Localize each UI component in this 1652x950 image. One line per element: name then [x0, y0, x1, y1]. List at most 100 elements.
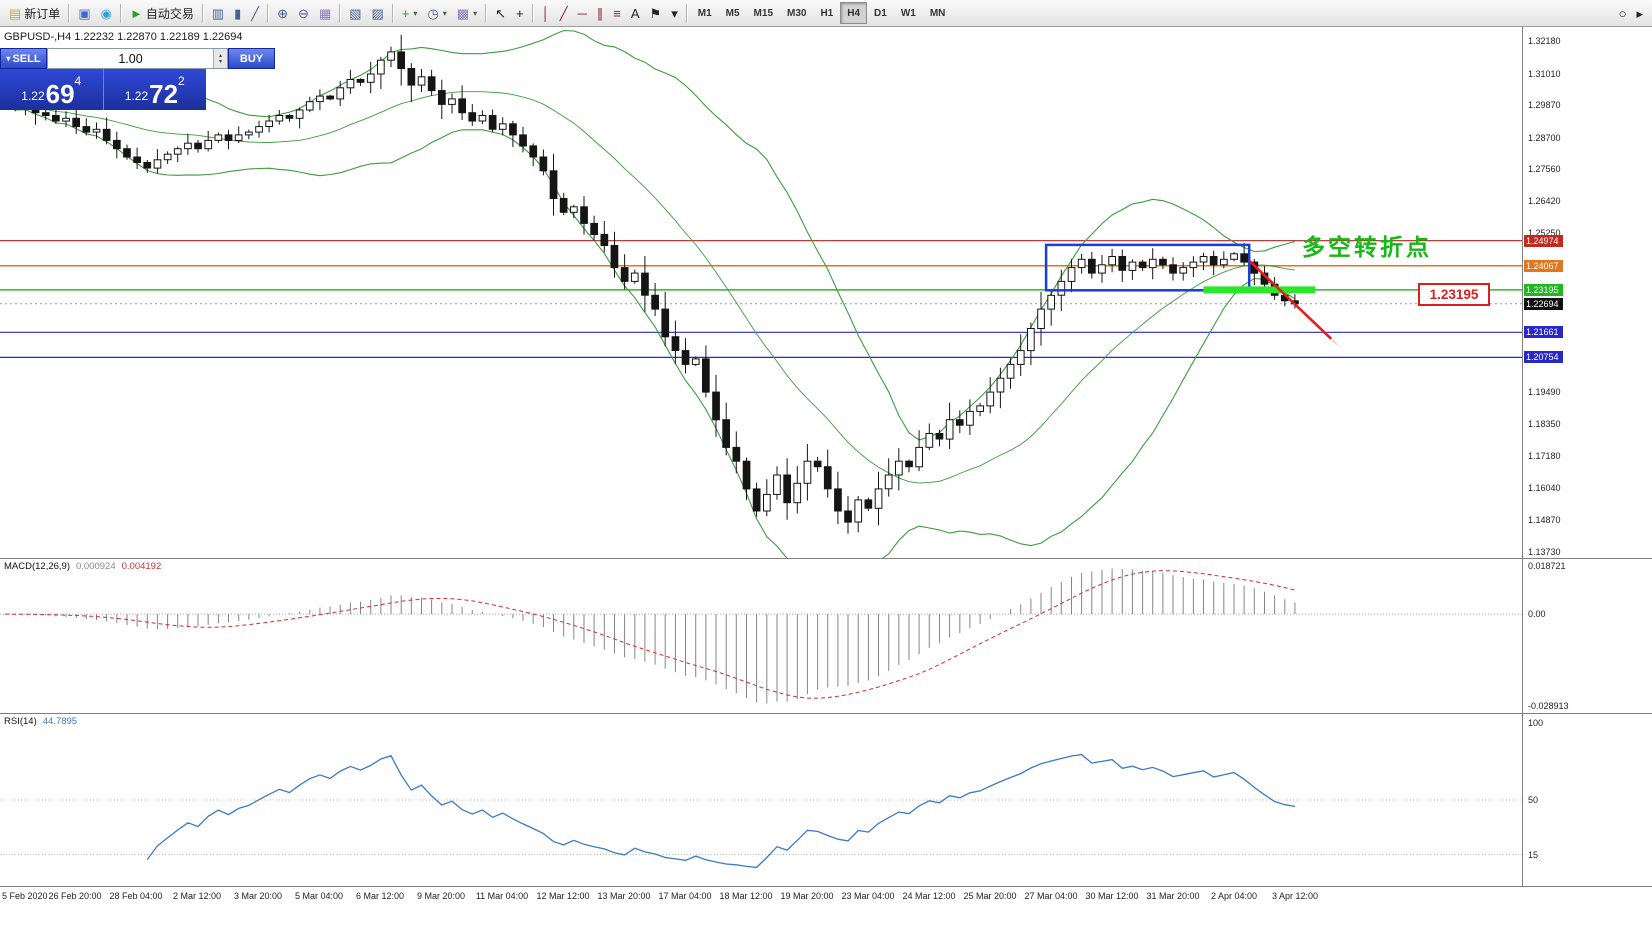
timeframe-button-m5[interactable]: M5: [725, 7, 740, 19]
toolbar-button-navigator[interactable]: ▧: [344, 1, 366, 25]
price-axis-label: 1.19490: [1528, 387, 1561, 398]
trendline-icon: ╱: [559, 5, 568, 21]
buy-price[interactable]: 1.22 72 2: [103, 69, 206, 110]
time-axis-label: 18 Mar 12:00: [719, 891, 773, 901]
macd-scale-label: 0.018721: [1528, 561, 1566, 571]
sell-price[interactable]: 1.22 69 4: [0, 69, 104, 110]
crosshair-icon: +: [516, 5, 524, 21]
buy-price-big: 72: [149, 79, 179, 109]
ohlc-info: GBPUSD-,H4 1.22232 1.22870 1.22189 1.226…: [4, 31, 243, 43]
timeframe-button-m1[interactable]: M1: [697, 7, 712, 19]
toolbar-button-arrow-label[interactable]: ⚑: [645, 1, 667, 25]
toolbar-button-chart-bars[interactable]: ▥: [207, 1, 229, 25]
one-click-trading-panel: ▾ SELL ▴ ▾ BUY 1.22 69 4: [0, 48, 275, 110]
rsi-header: RSI(14) 44.7895: [4, 716, 77, 727]
macd-name: MACD(12,26,9): [4, 561, 70, 572]
timeframe-button-m15[interactable]: M15: [753, 7, 773, 19]
candlestick-chart[interactable]: [0, 27, 1522, 558]
spinner-up-icon[interactable]: ▴: [218, 52, 222, 59]
timeframe-button-mn[interactable]: MN: [929, 7, 946, 19]
time-axis-label: 30 Mar 12:00: [1085, 891, 1139, 901]
timeframe-button-h4[interactable]: H4: [840, 2, 868, 24]
toolbar-button-horizontal-line[interactable]: ─: [573, 1, 592, 25]
rsi-panel: RSI(14) 44.7895 100 50 15: [0, 713, 1652, 886]
volume-input[interactable]: [48, 49, 213, 68]
toolbar-button-vertical-line[interactable]: │: [537, 1, 555, 25]
macd-axis[interactable]: 0.018721 0.00 -0.028913: [1522, 559, 1652, 713]
buy-button[interactable]: BUY: [228, 48, 275, 69]
toolbar-button-text[interactable]: A: [626, 1, 645, 25]
toolbar-button-chart-candlesticks[interactable]: ▮: [229, 1, 246, 25]
toolbar-button-chart-line[interactable]: ╱: [246, 1, 264, 25]
toolbar-button-periods[interactable]: ◷ ▾: [422, 1, 451, 25]
pivot-annotation-text[interactable]: 多空转折点: [1302, 234, 1432, 260]
toolbar-button-fibonacci[interactable]: ≡: [608, 1, 626, 25]
navigator-icon: ▧: [349, 5, 362, 21]
price-axis-label: 1.14870: [1528, 515, 1561, 526]
time-axis-label: 13 Mar 20:00: [597, 891, 651, 901]
toolbar-button-cursor[interactable]: ↖: [490, 1, 511, 25]
toolbar-button-community[interactable]: ◉: [96, 1, 117, 25]
autotrading-icon: ►: [129, 5, 143, 21]
horizontal-line-icon: ─: [577, 5, 587, 21]
toolbar-button-market-watch[interactable]: ▣: [73, 1, 95, 25]
time-axis-label: 9 Mar 20:00: [416, 891, 466, 901]
toolbar-button-indicators[interactable]: + ▾: [397, 1, 423, 25]
spinner-down-icon[interactable]: ▾: [218, 58, 222, 65]
tile-windows-icon: ▦: [318, 5, 332, 21]
toolbar-separator: [485, 3, 488, 23]
volume-box: ▴ ▾: [47, 48, 228, 69]
price-axis-label: 1.27560: [1528, 164, 1561, 175]
toolbar-button-zoom-out[interactable]: ⊖: [293, 1, 314, 25]
chart-candlesticks-icon: ▮: [234, 5, 242, 21]
price-level-badge: 1.24974: [1524, 234, 1563, 247]
rsi-axis[interactable]: 100 50 15: [1522, 714, 1652, 886]
time-axis-label: 6 Mar 12:00: [355, 891, 405, 901]
time-axis-label: 26 Feb 20:00: [48, 891, 102, 901]
price-axis-label: 1.13730: [1528, 546, 1561, 557]
toolbar-button-equidistant-channel[interactable]: ∥: [592, 1, 609, 25]
indicators-dropdown-icon[interactable]: ▾: [413, 8, 418, 18]
toolbar-button-tile-windows[interactable]: ▦: [314, 1, 336, 25]
toolbar-button-templates[interactable]: ▩ ▾: [452, 1, 482, 25]
sell-button[interactable]: ▾ SELL: [0, 48, 47, 69]
toolbar-button-search[interactable]: ○: [1614, 1, 1632, 25]
time-axis-label: 19 Mar 20:00: [780, 891, 834, 901]
toolbar-separator: [201, 3, 204, 23]
toolbar-button-terminal[interactable]: ▨: [367, 1, 389, 25]
toolbar-button-crosshair[interactable]: +: [511, 1, 529, 25]
toolbar-button-shapes[interactable]: ▾: [666, 1, 683, 25]
price-axis-label: 1.31010: [1528, 68, 1561, 79]
price-level-badge: 1.21661: [1524, 326, 1563, 339]
rsi-chart[interactable]: [0, 714, 1522, 886]
templates-dropdown-icon[interactable]: ▾: [473, 8, 478, 18]
toolbar-button-chart-forward[interactable]: ▸: [1631, 1, 1648, 25]
toolbar-button-autotrading[interactable]: ► 自动交易: [125, 1, 199, 25]
sell-price-prefix: 1.22: [21, 89, 45, 103]
toolbar-button-zoom-in[interactable]: ⊕: [272, 1, 293, 25]
main-chart-panel: 1.32180 1.31010 1.29870 1.28700 1.27560 1.264…: [0, 27, 1652, 558]
search-icon: ○: [1618, 5, 1627, 21]
time-axis[interactable]: 5 Feb 2020 26 Feb 20:00 28 Feb 04:00 2 Mar …: [0, 886, 1652, 910]
toolbar-button-trendline[interactable]: ╱: [555, 1, 573, 25]
toolbar-button-new-order[interactable]: ▤ 新订单: [4, 1, 65, 25]
sell-price-sup: 4: [74, 74, 82, 88]
macd-chart[interactable]: [0, 559, 1522, 713]
toolbar-separator: [339, 3, 342, 23]
fibonacci-icon: ≡: [613, 5, 621, 21]
timeframe-button-d1[interactable]: D1: [874, 7, 887, 19]
timeframe-button-m30[interactable]: M30: [787, 7, 807, 19]
volume-spinner[interactable]: ▴ ▾: [213, 49, 227, 68]
timeframe-button-h1[interactable]: H1: [820, 7, 834, 19]
new-order-label: 新订单: [24, 6, 61, 21]
price-axis-label: 1.25250: [1528, 228, 1561, 239]
periods-dropdown-icon[interactable]: ▾: [442, 8, 447, 18]
price-axis[interactable]: 1.32180 1.31010 1.29870 1.28700 1.27560 1.264…: [1522, 27, 1652, 558]
time-axis-label: 17 Mar 04:00: [658, 891, 712, 901]
one-click-collapse-icon[interactable]: ▾: [6, 54, 11, 63]
macd-main-value: 0.000924: [76, 561, 116, 572]
zoom-in-icon: ⊕: [277, 5, 289, 21]
price-callout-box[interactable]: 1.23195: [1418, 283, 1490, 306]
timeframe-button-w1[interactable]: W1: [900, 7, 916, 19]
rsi-name: RSI(14): [4, 716, 37, 727]
